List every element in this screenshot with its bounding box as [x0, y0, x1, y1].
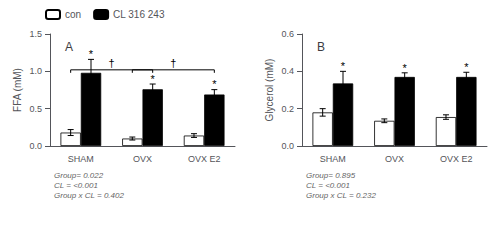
svg-text:*: * — [151, 73, 156, 85]
svg-text:Group= 0.022: Group= 0.022 — [54, 171, 104, 180]
svg-text:CL = <0.001: CL = <0.001 — [306, 181, 350, 190]
svg-text:con: con — [65, 9, 81, 20]
svg-text:0.2: 0.2 — [281, 104, 294, 114]
svg-text:SHAM: SHAM — [320, 154, 346, 164]
svg-text:0.6: 0.6 — [281, 29, 294, 39]
svg-text:A: A — [65, 40, 73, 54]
svg-text:Group x CL = 0.232: Group x CL = 0.232 — [306, 191, 376, 200]
svg-text:CL = <0.001: CL = <0.001 — [54, 181, 98, 190]
svg-text:CL 316 243: CL 316 243 — [113, 9, 165, 20]
svg-text:*: * — [403, 62, 408, 74]
svg-text:*: * — [89, 48, 94, 60]
svg-text:Glycerol (mM): Glycerol (mM) — [264, 59, 275, 122]
svg-text:Group x CL = 0.402: Group x CL = 0.402 — [54, 191, 124, 200]
svg-text:Group= 0.895: Group= 0.895 — [306, 171, 356, 180]
svg-text:SHAM: SHAM — [68, 154, 94, 164]
svg-text:0.4: 0.4 — [281, 66, 294, 76]
svg-text:OVX E2: OVX E2 — [440, 154, 473, 164]
svg-text:1.5: 1.5 — [29, 29, 42, 39]
svg-text:0.0: 0.0 — [29, 141, 42, 151]
svg-text:*: * — [341, 60, 346, 72]
svg-text:0.5: 0.5 — [29, 104, 42, 114]
svg-text:OVX: OVX — [385, 154, 404, 164]
svg-text:OVX: OVX — [133, 154, 152, 164]
svg-text:B: B — [317, 40, 325, 54]
svg-text:*: * — [212, 78, 217, 90]
svg-text:*: * — [464, 61, 469, 73]
svg-text:0.0: 0.0 — [281, 141, 294, 151]
svg-text:1.0: 1.0 — [29, 66, 42, 76]
svg-text:FFA (mM): FFA (mM) — [12, 68, 23, 112]
svg-text:†: † — [170, 57, 176, 69]
svg-text:OVX E2: OVX E2 — [188, 154, 221, 164]
svg-text:†: † — [109, 57, 115, 69]
